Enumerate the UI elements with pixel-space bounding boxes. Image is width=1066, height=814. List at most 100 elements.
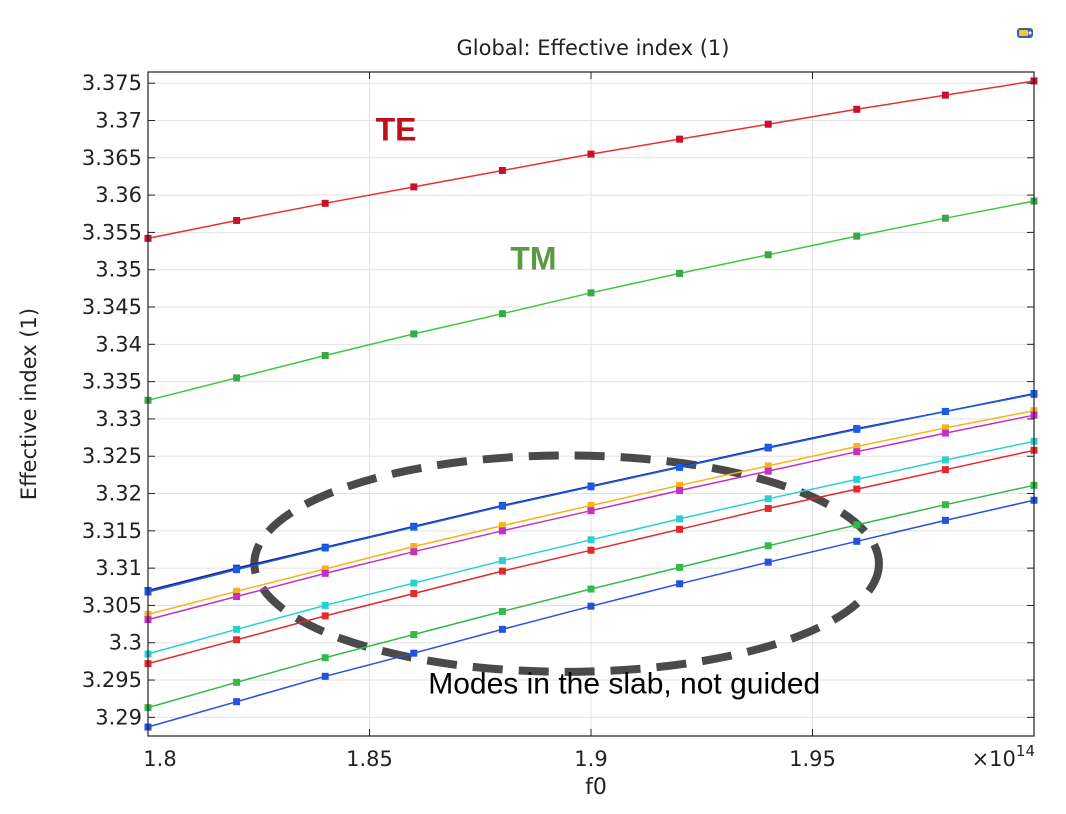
data-point <box>321 352 329 360</box>
y-tick-label: 3.3 <box>109 631 142 655</box>
y-tick-label: 3.35 <box>95 258 142 282</box>
annotations: TE TM Modes in the slab, not guided <box>376 112 821 701</box>
y-tick-label: 3.33 <box>95 407 142 431</box>
y-axis-ticks: 3.29 3.295 3.3 3.305 3.31 3.315 3.32 3.325 3.33 3… <box>82 71 1034 729</box>
data-point <box>410 649 418 657</box>
y-tick-label: 3.375 <box>82 71 142 95</box>
data-point <box>941 424 949 432</box>
data-point <box>498 502 506 510</box>
data-point <box>676 487 684 495</box>
y-axis-label: Effective index (1) <box>17 308 41 500</box>
data-point <box>233 592 241 600</box>
data-point <box>233 678 241 686</box>
data-point <box>764 504 772 512</box>
data-point <box>498 567 506 575</box>
data-point <box>321 601 329 609</box>
x-multiplier-exponent: 14 <box>1016 742 1035 760</box>
data-point <box>764 251 772 259</box>
data-point <box>853 475 861 483</box>
data-point <box>676 525 684 533</box>
data-point <box>853 105 861 113</box>
data-point <box>764 495 772 503</box>
data-point <box>941 407 949 415</box>
data-point <box>676 481 684 489</box>
data-point <box>853 521 861 529</box>
data-point <box>410 579 418 587</box>
data-point <box>498 557 506 565</box>
data-point <box>764 558 772 566</box>
data-point <box>321 654 329 662</box>
data-point <box>587 536 595 544</box>
data-point <box>233 216 241 224</box>
data-point <box>853 485 861 493</box>
x-multiplier-base: ×10 <box>972 747 1016 771</box>
y-tick-label: 3.32 <box>95 482 142 506</box>
data-point <box>587 289 595 297</box>
data-point <box>587 150 595 158</box>
y-tick-label: 3.36 <box>95 183 142 207</box>
gridlines <box>147 72 1034 736</box>
y-tick-label: 3.295 <box>82 668 142 692</box>
data-point <box>321 672 329 680</box>
data-point <box>676 563 684 571</box>
y-tick-label: 3.29 <box>95 705 142 729</box>
data-point <box>853 232 861 240</box>
x-tick-label: 1.85 <box>346 747 393 771</box>
data-point <box>941 91 949 99</box>
y-tick-label: 3.31 <box>95 556 142 580</box>
data-point <box>676 515 684 523</box>
data-point <box>321 569 329 577</box>
chart-title: Global: Effective index (1) <box>457 36 730 60</box>
data-point <box>410 542 418 550</box>
data-point <box>233 698 241 706</box>
data-point <box>764 462 772 470</box>
data-point <box>676 269 684 277</box>
data-point <box>764 467 772 475</box>
data-point <box>587 602 595 610</box>
data-point <box>941 429 949 437</box>
data-point <box>941 456 949 464</box>
x-tick-label: 1.95 <box>789 747 836 771</box>
data-point <box>233 636 241 644</box>
y-tick-label: 3.365 <box>82 146 142 170</box>
data-point <box>410 590 418 598</box>
data-point <box>321 199 329 207</box>
data-point <box>321 544 329 552</box>
data-point <box>764 120 772 128</box>
data-point <box>321 565 329 573</box>
data-point <box>941 501 949 509</box>
x-axis-multiplier: ×1014 <box>972 742 1035 771</box>
data-point <box>410 183 418 191</box>
data-point <box>498 527 506 535</box>
y-tick-label: 3.345 <box>82 295 142 319</box>
y-tick-label: 3.37 <box>95 108 142 132</box>
y-tick-label: 3.34 <box>95 332 142 356</box>
data-point <box>410 548 418 556</box>
data-point <box>498 310 506 318</box>
data-point <box>498 607 506 615</box>
data-point <box>941 516 949 524</box>
data-point <box>498 166 506 174</box>
annotation-2: Modes in the slab, not guided <box>428 667 820 700</box>
data-point <box>498 625 506 633</box>
data-point <box>498 522 506 530</box>
x-tick-label: 1.9 <box>574 747 607 771</box>
data-point <box>853 425 861 433</box>
data-point <box>941 466 949 474</box>
x-axis-label: f0 <box>585 775 607 800</box>
data-point <box>676 135 684 143</box>
y-tick-label: 3.315 <box>82 519 142 543</box>
data-point <box>321 612 329 620</box>
camera-icon[interactable] <box>1016 26 1034 40</box>
data-point <box>233 374 241 382</box>
y-tick-label: 3.335 <box>82 370 142 394</box>
data-point <box>233 587 241 595</box>
series-3 <box>144 390 1038 596</box>
data-point <box>233 566 241 574</box>
data-point <box>410 330 418 338</box>
x-axis-ticks: 1.8 1.85 1.9 1.95 <box>143 72 836 771</box>
x-tick-label: 1.8 <box>143 747 176 771</box>
y-tick-label: 3.355 <box>82 220 142 244</box>
data-point <box>410 523 418 531</box>
